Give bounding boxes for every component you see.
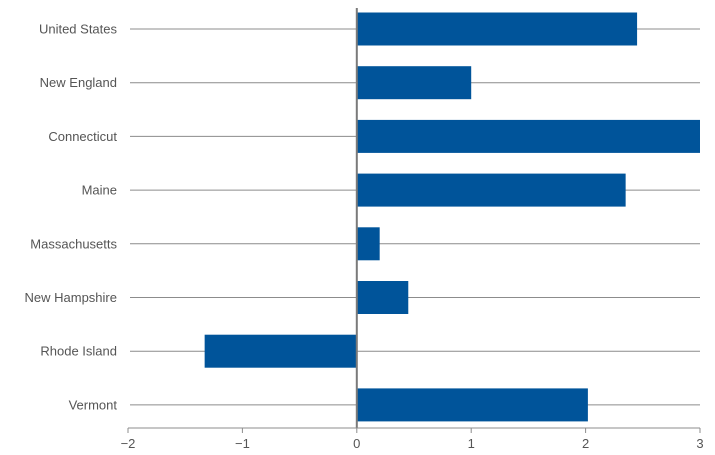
bar-massachusetts: [356, 227, 380, 261]
category-label-connecticut: Connecticut: [48, 129, 117, 144]
bar-vermont: [356, 388, 588, 422]
bar-united-states: [356, 12, 638, 46]
bars: [204, 12, 700, 422]
x-tick-label-1: −1: [235, 436, 250, 451]
bar-connecticut: [356, 119, 700, 153]
axes: [127, 8, 701, 433]
x-tick-label-5: 3: [696, 436, 703, 451]
x-tick-label-3: 1: [468, 436, 475, 451]
category-label-massachusetts: Massachusetts: [30, 236, 117, 251]
x-tick-label-0: −2: [121, 436, 136, 451]
category-label-vermont: Vermont: [69, 397, 118, 412]
x-tick-label-2: 0: [353, 436, 360, 451]
category-label-new-hampshire: New Hampshire: [25, 290, 117, 305]
category-label-rhode-island: Rhode Island: [40, 344, 117, 359]
bar-maine: [356, 173, 626, 207]
bar-rhode-island: [204, 334, 357, 368]
bar-new-england: [356, 66, 472, 100]
category-label-united-states: United States: [39, 22, 118, 37]
x-tick-labels: −2 −1 0 1 2 3: [121, 436, 704, 451]
x-tick-label-4: 2: [582, 436, 589, 451]
bar-new-hampshire: [356, 281, 409, 314]
category-labels: United States New England Connecticut Maine…: [25, 22, 118, 413]
category-label-maine: Maine: [82, 183, 117, 198]
category-label-new-england: New England: [40, 75, 117, 90]
